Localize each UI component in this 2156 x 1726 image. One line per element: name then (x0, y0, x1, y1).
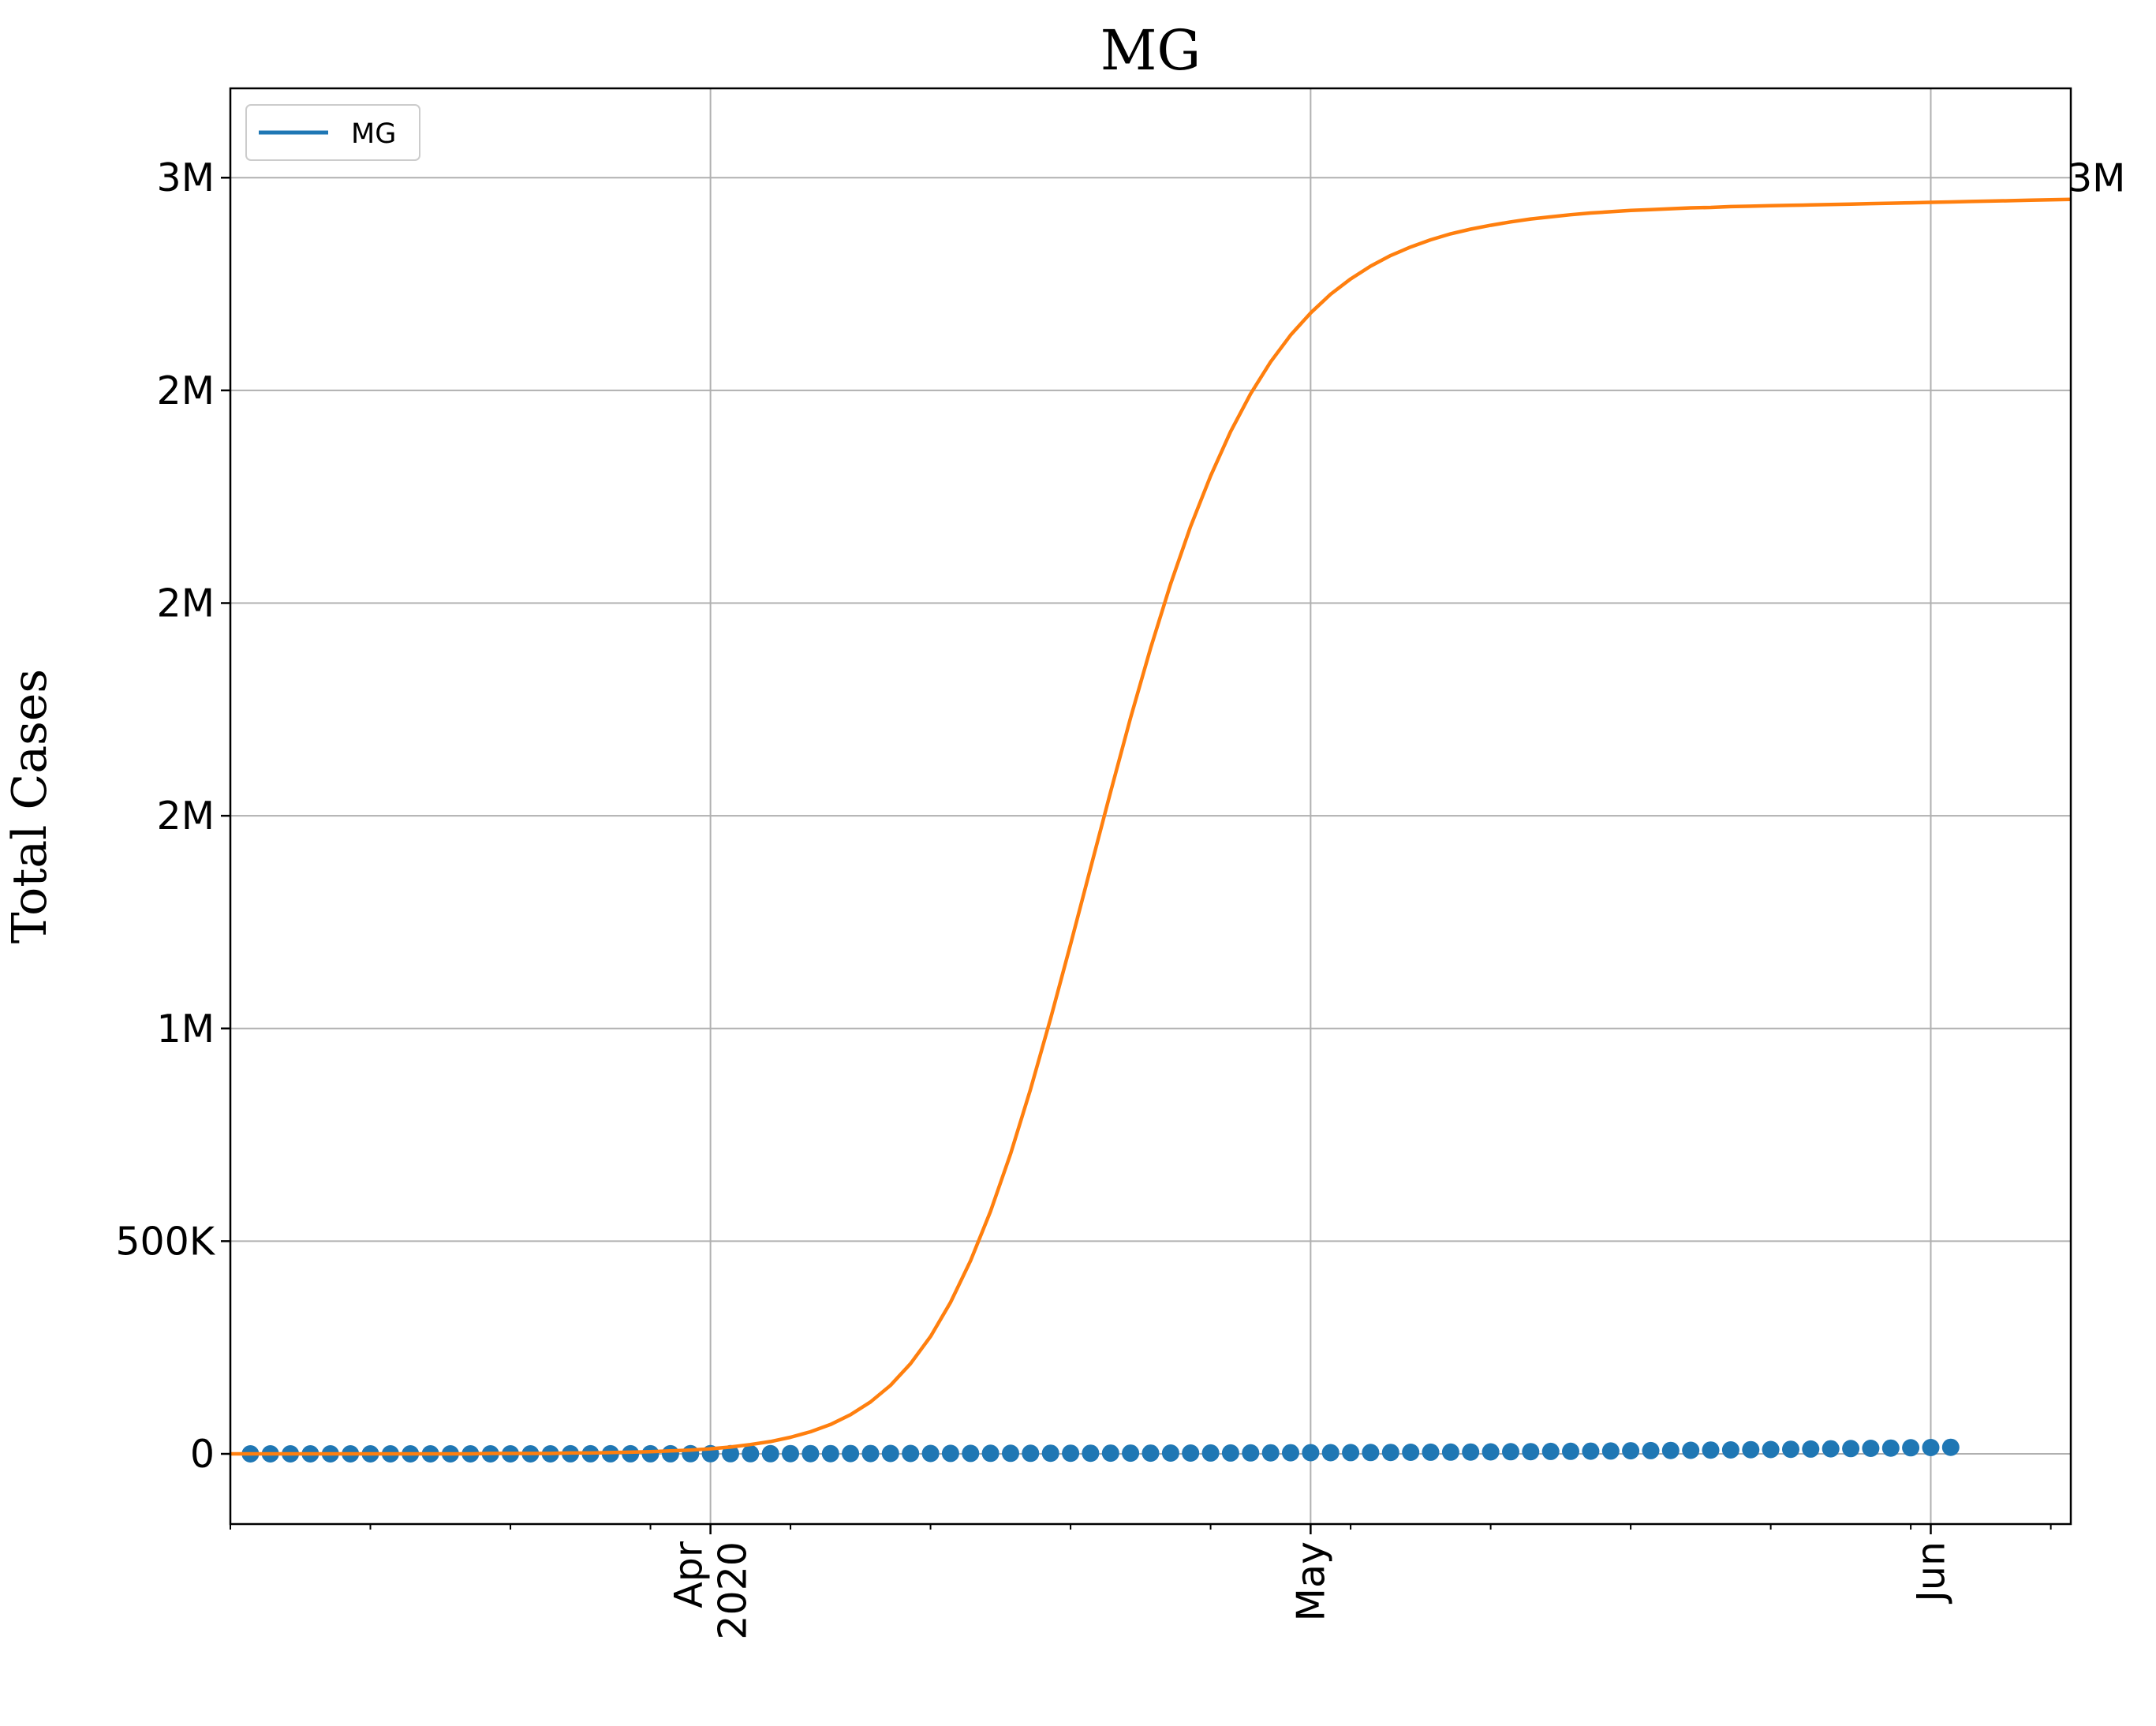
data-point (1182, 1444, 1200, 1462)
data-point (1022, 1444, 1040, 1463)
data-point (1822, 1440, 1840, 1458)
data-point (962, 1444, 980, 1463)
data-point (1661, 1441, 1680, 1459)
y-tick-label: 2M (157, 368, 215, 413)
data-point (1762, 1440, 1780, 1459)
data-point (1082, 1444, 1100, 1463)
y-tick-label: 1M (157, 1007, 215, 1052)
data-point (1622, 1442, 1640, 1460)
data-point (1941, 1438, 1960, 1456)
x-tick-label: Jun (1908, 1541, 1953, 1605)
data-point (1562, 1442, 1579, 1460)
data-point (1441, 1443, 1459, 1461)
data-point (1282, 1444, 1299, 1462)
data-point (941, 1444, 959, 1463)
data-point (1142, 1444, 1160, 1463)
data-point (1922, 1439, 1940, 1456)
series-line (230, 197, 2072, 1456)
data-point (1362, 1444, 1380, 1462)
data-point (1802, 1440, 1820, 1458)
data-point (682, 1444, 700, 1463)
data-point (1642, 1441, 1660, 1459)
legend-label: MG (351, 118, 396, 150)
data-point (1002, 1444, 1019, 1463)
data-point (782, 1444, 799, 1463)
data-point (1862, 1440, 1880, 1457)
data-point (921, 1444, 940, 1463)
y-tick-label: 3M (157, 155, 215, 200)
data-point (821, 1444, 839, 1463)
data-point (1402, 1444, 1420, 1461)
end-value-label: 3M (2068, 156, 2125, 201)
data-point (1381, 1444, 1399, 1462)
axes: 0 500K 1M 2M 2M 2M 3M Apr 2020 May Jun (115, 155, 2052, 1640)
data-point (1702, 1441, 1720, 1459)
y-tick-label: 500K (115, 1219, 216, 1264)
data-point (842, 1444, 860, 1463)
data-point (1682, 1441, 1700, 1459)
data-point (722, 1444, 739, 1463)
plot-frame (229, 87, 2072, 1526)
series-layer (230, 197, 2072, 1463)
data-point (661, 1444, 679, 1463)
data-point (981, 1444, 1000, 1463)
data-point (1041, 1444, 1059, 1463)
data-point (861, 1444, 880, 1463)
data-point (742, 1444, 760, 1463)
data-point (1902, 1439, 1920, 1457)
y-tick-label: 2M (157, 581, 215, 626)
data-point (1522, 1443, 1540, 1461)
data-point (881, 1444, 899, 1463)
data-point (1742, 1440, 1760, 1459)
data-point (1782, 1440, 1799, 1459)
data-point (1101, 1444, 1119, 1463)
legend-box (245, 104, 420, 161)
legend: MG (245, 104, 420, 161)
data-point (1161, 1444, 1179, 1462)
data-point (1342, 1444, 1360, 1462)
data-point (1842, 1440, 1860, 1458)
data-point (1221, 1444, 1239, 1462)
data-point (1201, 1444, 1220, 1462)
data-point (1462, 1443, 1480, 1461)
data-point (1502, 1443, 1519, 1461)
grid (230, 88, 2071, 1524)
data-point (902, 1444, 920, 1463)
y-tick-label: 0 (190, 1432, 215, 1477)
data-point (1261, 1444, 1280, 1462)
data-point (1541, 1442, 1560, 1460)
data-point (1601, 1442, 1620, 1460)
data-point (1721, 1441, 1739, 1459)
x-tick-label: 2020 (711, 1541, 756, 1640)
x-tick-label: Apr (667, 1541, 712, 1608)
data-point (1582, 1442, 1600, 1460)
data-point (1321, 1444, 1340, 1462)
y-axis-label: Total Cases (2, 669, 58, 943)
data-point (1881, 1439, 1900, 1457)
x-tick-label: May (1288, 1541, 1333, 1621)
chart-title: MG (1100, 18, 1201, 83)
y-tick-label: 2M (157, 794, 215, 839)
data-point (1242, 1444, 1260, 1462)
data-point (1302, 1444, 1320, 1462)
data-point (761, 1444, 779, 1463)
data-point (1422, 1443, 1440, 1461)
data-point (1062, 1444, 1080, 1463)
data-point (1122, 1444, 1140, 1463)
data-point (641, 1444, 660, 1463)
data-point (801, 1444, 820, 1463)
data-point (1482, 1443, 1500, 1461)
